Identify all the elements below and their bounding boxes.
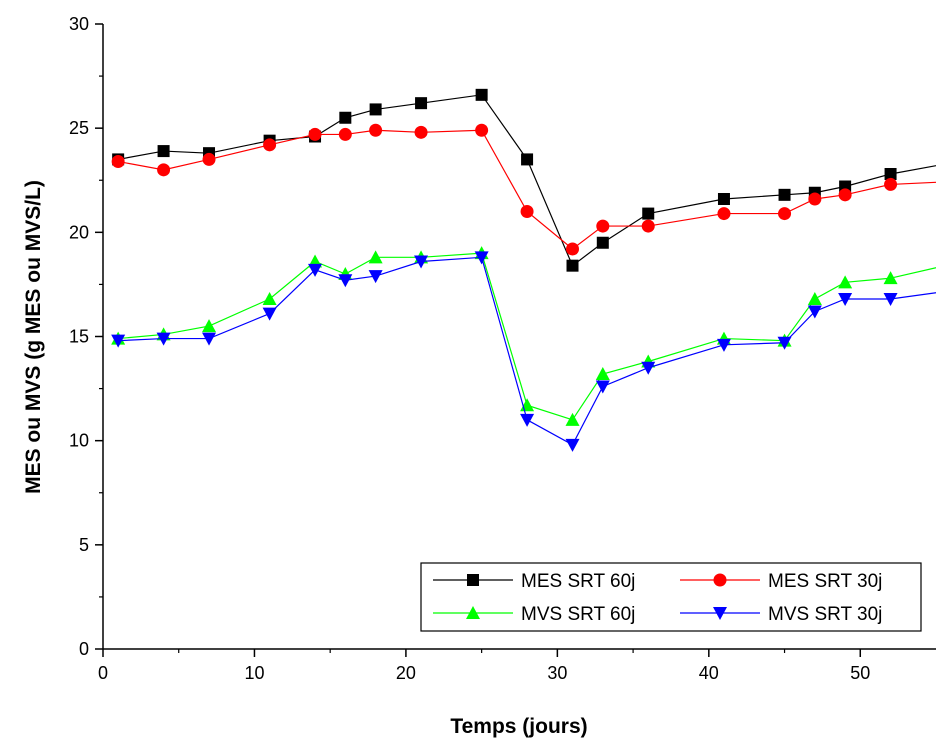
series-line: [118, 253, 936, 420]
data-point: [203, 153, 216, 166]
data-point: [566, 439, 580, 452]
data-point: [642, 208, 654, 220]
data-point: [884, 271, 898, 284]
data-point: [596, 381, 610, 394]
data-point: [884, 178, 897, 191]
data-point: [476, 89, 488, 101]
data-point: [778, 207, 791, 220]
y-tick-label: 20: [69, 222, 89, 242]
y-tick-label: 0: [79, 639, 89, 659]
x-tick-label: 20: [396, 663, 416, 683]
data-point: [839, 188, 852, 201]
data-point: [415, 97, 427, 109]
data-point: [309, 128, 322, 141]
data-point: [567, 260, 579, 272]
x-tick-label: 0: [98, 663, 108, 683]
series-0: [112, 89, 936, 272]
data-point: [596, 220, 609, 233]
y-axis-title: MES ou MVS (g MES ou MVS/L): [22, 180, 45, 494]
data-point: [415, 126, 428, 139]
series-3: [111, 251, 936, 452]
legend-marker: [714, 574, 727, 587]
y-tick-label: 25: [69, 118, 89, 138]
data-point: [263, 308, 277, 321]
data-point: [339, 128, 352, 141]
data-point: [263, 138, 276, 151]
legend-label: MVS SRT 30j: [768, 604, 882, 625]
data-point: [202, 319, 216, 332]
legend: MES SRT 60j MES SRT 30j MVS SRT 60j MVS SRT…: [421, 563, 921, 631]
y-tick-label: 15: [69, 327, 89, 347]
data-point: [717, 339, 731, 352]
data-point: [641, 362, 655, 375]
y-tick-label: 30: [69, 14, 89, 34]
series-layer: [111, 89, 936, 452]
data-point: [779, 189, 791, 201]
data-point: [642, 220, 655, 233]
data-point: [808, 292, 822, 305]
data-point: [339, 112, 351, 124]
y-tick-label: 5: [79, 535, 89, 555]
data-point: [158, 145, 170, 157]
data-point: [521, 153, 533, 165]
y-tick-label: 10: [69, 431, 89, 451]
series-line: [118, 95, 936, 266]
legend-label: MES SRT 60j: [521, 571, 635, 592]
data-point: [338, 274, 352, 287]
data-point: [520, 414, 534, 427]
x-tick-label: 50: [850, 663, 870, 683]
data-point: [475, 124, 488, 137]
data-point: [370, 103, 382, 115]
data-point: [596, 367, 610, 380]
data-point: [566, 243, 579, 256]
x-tick-label: 40: [699, 663, 719, 683]
legend-label: MVS SRT 60j: [521, 604, 635, 625]
x-tick-label: 10: [244, 663, 264, 683]
data-point: [157, 163, 170, 176]
data-point: [112, 155, 125, 168]
data-point: [717, 207, 730, 220]
data-point: [808, 193, 821, 206]
x-axis-title: Temps (jours): [450, 715, 587, 738]
data-point: [597, 237, 609, 249]
data-point: [718, 193, 730, 205]
series-2: [111, 246, 936, 426]
x-tick-label: 30: [547, 663, 567, 683]
data-point: [263, 292, 277, 305]
data-point: [566, 413, 580, 426]
data-point: [521, 205, 534, 218]
data-point: [369, 124, 382, 137]
legend-label: MES SRT 30j: [768, 571, 882, 592]
legend-marker: [467, 574, 479, 586]
